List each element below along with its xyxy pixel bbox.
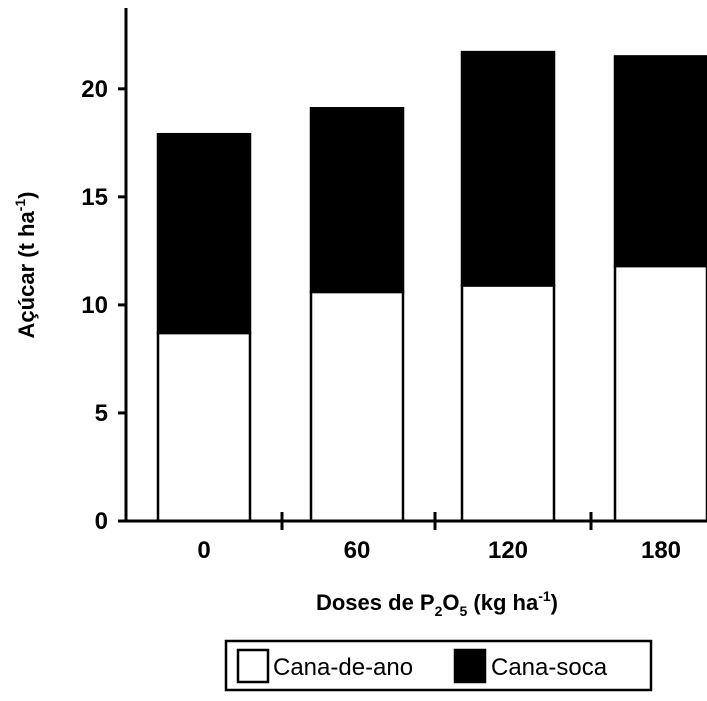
y-axis-title: Açúcar (t ha-1)	[12, 192, 39, 339]
x-axis-title-sub2: 5	[460, 603, 468, 619]
x-tick-label-180: 180	[641, 537, 681, 564]
y-axis-title-end: )	[14, 192, 39, 199]
bar-cana-soca-0	[156, 132, 252, 335]
x-axis-title: Doses de P2O5 (kg ha-1)	[316, 588, 558, 619]
bar-cana-de-ano-120	[460, 284, 556, 523]
y-ticks-group: 0 5 10 15 20	[81, 76, 126, 535]
bar-cana-soca-120	[460, 50, 556, 287]
legend-swatch-cana-de-ano	[236, 648, 270, 684]
legend-box	[224, 639, 653, 692]
legend-swatch-cana-soca	[453, 648, 487, 684]
x-axis-title-mid: O	[442, 590, 459, 615]
bar-cana-soca-180	[613, 55, 707, 268]
x-axis-title-sup: -1	[538, 588, 551, 604]
y-axis-title-sup: -1	[12, 199, 28, 212]
x-axis-title-end: )	[551, 590, 558, 615]
bar-cana-soca-60	[309, 107, 405, 294]
x-axis-title-prefix: Doses de P	[316, 590, 435, 615]
legend: Cana-de-ano Cana-soca	[224, 639, 653, 692]
bar-cana-de-ano-60	[309, 290, 405, 523]
x-axis-title-suffix: (kg ha	[467, 590, 539, 615]
legend-label-cana-de-ano: Cana-de-ano	[273, 654, 413, 681]
y-axis-title-main: Açúcar (t ha	[14, 211, 39, 339]
y-tick-label: 15	[81, 184, 108, 211]
legend-label-cana-soca: Cana-soca	[491, 654, 608, 681]
y-tick-label: 5	[95, 400, 108, 427]
bar-cana-de-ano-180	[613, 264, 707, 523]
x-tick-label-120: 120	[488, 537, 528, 564]
x-ticks-group: 0 60 120 180	[197, 512, 681, 564]
x-tick-label-0: 0	[197, 537, 210, 564]
y-tick-label: 0	[95, 508, 108, 535]
bars-group	[156, 50, 707, 523]
bar-cana-de-ano-0	[156, 331, 252, 523]
x-tick-label-60: 60	[344, 537, 371, 564]
y-tick-label: 10	[81, 292, 108, 319]
y-tick-label: 20	[81, 76, 108, 103]
x-axis-title-sub1: 2	[435, 603, 443, 619]
